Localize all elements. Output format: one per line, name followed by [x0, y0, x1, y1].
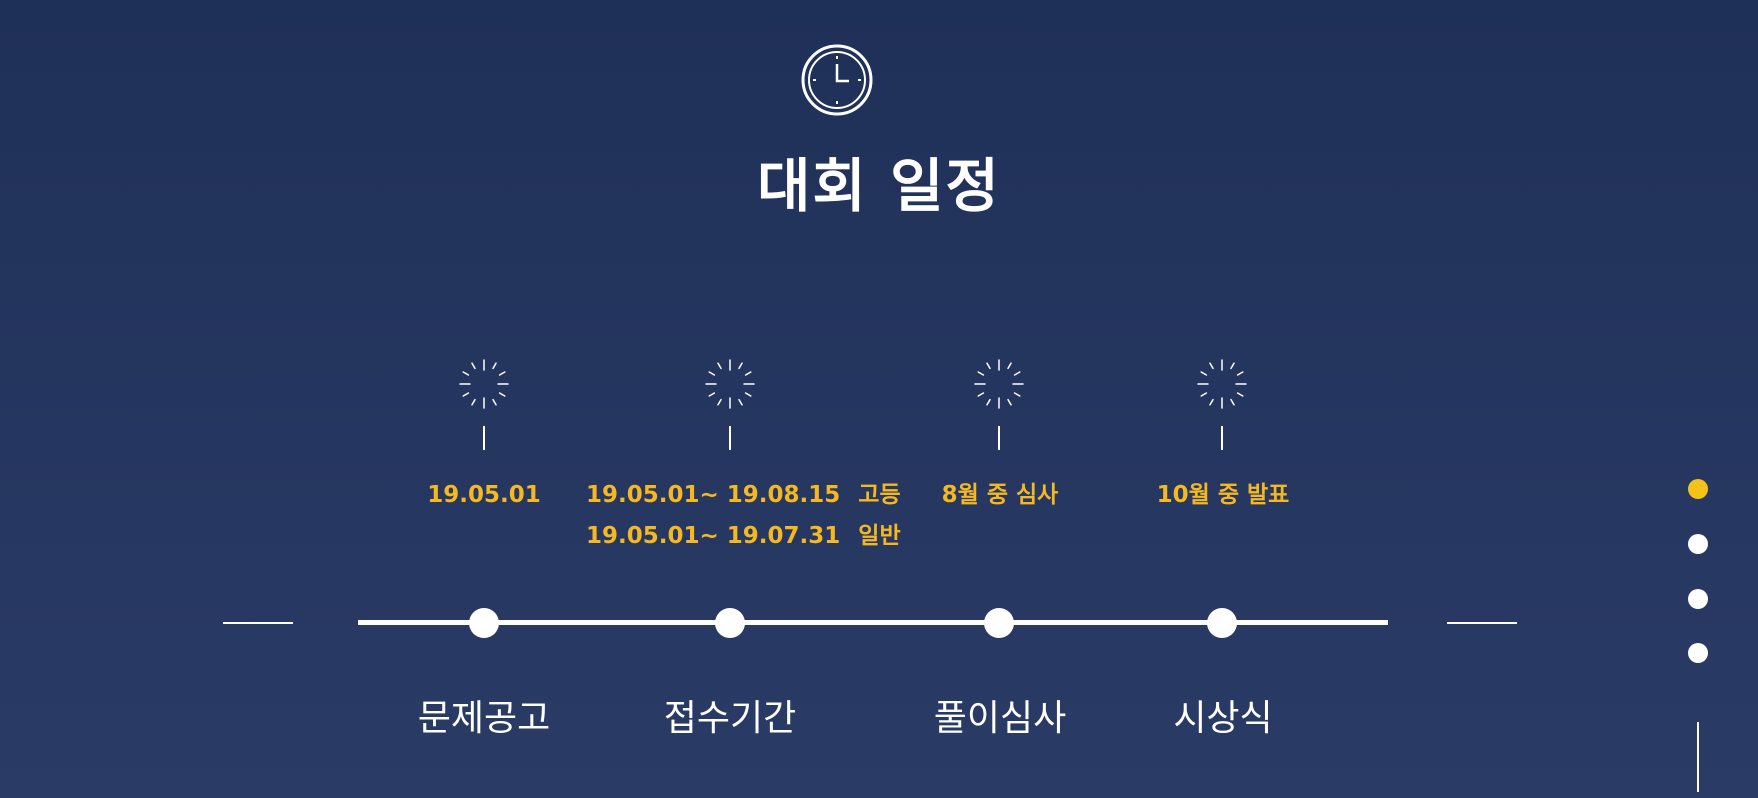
- stage-label: 접수기간: [663, 698, 797, 739]
- pager-dot-3[interactable]: [1688, 589, 1708, 609]
- timeline-node: [469, 608, 499, 638]
- date-note: 고등: [858, 482, 901, 508]
- date-period: 19.05.01: [427, 482, 541, 508]
- pager-dot-4[interactable]: [1688, 643, 1708, 663]
- timeline-node: [1207, 608, 1237, 638]
- stage-connector: [1221, 426, 1223, 450]
- date-line: 10월 중 발표: [1157, 478, 1290, 519]
- stage-date: 10월 중 발표: [1157, 478, 1290, 519]
- sparkle-icon: [705, 359, 755, 409]
- date-line: 19.05.01~ 19.07.31 일반: [586, 519, 901, 560]
- pager-dot-1[interactable]: [1688, 479, 1708, 499]
- date-period: 8월 중 심사: [941, 482, 1059, 508]
- date-note: 일반: [858, 523, 901, 549]
- timeline-node: [715, 608, 745, 638]
- scroll-indicator: [1697, 722, 1699, 792]
- stage-connector: [729, 426, 731, 450]
- clock-icon: [801, 44, 873, 116]
- date-line: 19.05.01~ 19.08.15 고등: [586, 478, 901, 519]
- stage-label: 풀이심사: [933, 698, 1067, 739]
- date-line: 19.05.01: [427, 478, 541, 519]
- stage-date: 19.05.01: [427, 478, 541, 519]
- sparkle-icon: [974, 359, 1024, 409]
- date-period: 19.05.01~ 19.07.31: [586, 523, 841, 549]
- pager-dot-2[interactable]: [1688, 534, 1708, 554]
- stage-label: 문제공고: [417, 698, 551, 739]
- timeline-node: [984, 608, 1014, 638]
- date-period: 10월 중 발표: [1156, 482, 1290, 508]
- timeline-left-line: [223, 622, 293, 624]
- date-line: 8월 중 심사: [942, 478, 1059, 519]
- stage-date: 19.05.01~ 19.08.15 고등 19.05.01~ 19.07.31 일…: [586, 478, 901, 560]
- stage-date: 8월 중 심사: [942, 478, 1059, 519]
- stage-connector: [483, 426, 485, 450]
- sparkle-icon: [459, 359, 509, 409]
- timeline-right-line: [1447, 622, 1517, 624]
- date-period: 19.05.01~ 19.08.15: [586, 482, 841, 508]
- stage-connector: [998, 426, 1000, 450]
- stage-label: 시상식: [1173, 698, 1273, 739]
- timeline-track: [358, 620, 1388, 625]
- sparkle-icon: [1197, 359, 1247, 409]
- section-title: 대회 일정: [757, 152, 1001, 220]
